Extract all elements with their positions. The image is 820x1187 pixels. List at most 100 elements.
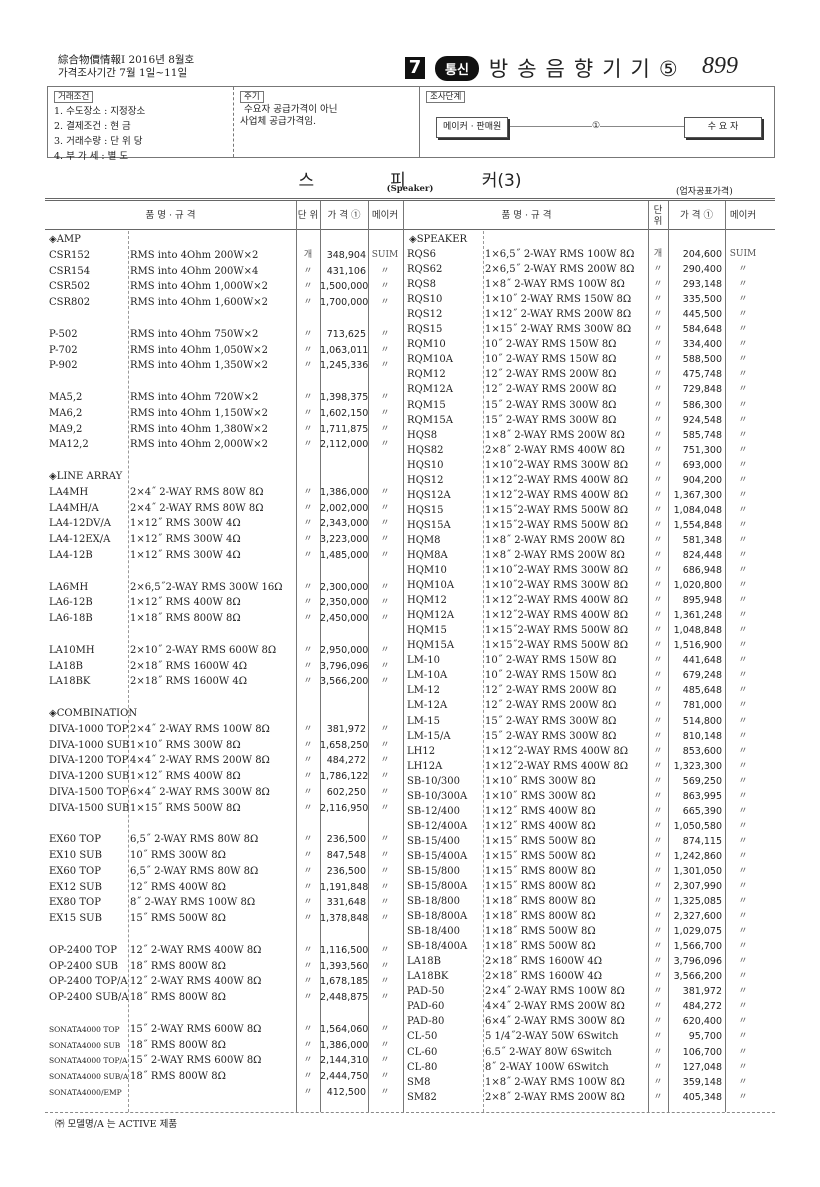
unit: 〃 — [653, 309, 663, 320]
price: 1,564,060 — [320, 1023, 369, 1035]
price: 2,350,000 — [320, 597, 369, 609]
unit: 〃 — [303, 613, 313, 624]
blank-row — [45, 453, 402, 469]
unit: 〃 — [303, 1055, 313, 1066]
price: 602,250 — [326, 786, 366, 798]
maker: 〃 — [380, 328, 390, 339]
section-heading: ◈LINE ARRAY — [45, 469, 402, 485]
table-row: PAD-50 2×4˝ 2-WAY RMS 100W 8Ω 〃 381,972 〃 — [405, 984, 775, 999]
maker: 〃 — [738, 610, 748, 621]
price: 331,648 — [326, 897, 366, 909]
unit: 〃 — [303, 360, 313, 371]
price: 874,115 — [682, 835, 722, 847]
product-name: LM-10 — [407, 655, 440, 667]
unit: 〃 — [303, 1071, 313, 1082]
unit: 〃 — [303, 881, 313, 892]
unit: 〃 — [303, 786, 313, 797]
maker: 〃 — [738, 655, 748, 666]
header-unit: 단 위 — [297, 210, 319, 221]
table-row: SM8 1×8˝ 2-WAY RMS 100W 8Ω 〃 359,148 〃 — [405, 1075, 775, 1090]
spec: 15˝ 2-WAY RMS 600W 8Ω — [130, 1023, 262, 1035]
maker: 〃 — [738, 926, 748, 937]
spec: 1×12˝2-WAY RMS 400W 8Ω — [485, 610, 629, 622]
maker: 〃 — [380, 502, 390, 513]
spec: 12˝ 2-WAY RMS 200W 8Ω — [485, 384, 617, 396]
unit: 〃 — [653, 1031, 663, 1042]
price: 2,950,000 — [320, 644, 369, 656]
table-row: LA6-12B 1×12˝ RMS 400W 8Ω 〃 2,350,000 〃 — [45, 595, 402, 611]
price: 2,112,000 — [320, 439, 369, 451]
price: 1,301,050 — [673, 865, 722, 877]
spec: 8˝ 2-WAY RMS 100W 8Ω — [130, 897, 256, 909]
spec: 2×6,5˝2-WAY RMS 300W 16Ω — [130, 581, 283, 593]
price: 412,500 — [326, 1087, 366, 1099]
blank-row — [45, 627, 402, 643]
table-row: CL-80 8˝ 2-WAY 100W 6Switch 〃 127,048 〃 — [405, 1060, 775, 1075]
table-row: SB-18/800A 1×18˝ RMS 800W 8Ω 〃 2,327,600 〃 — [405, 909, 775, 924]
unit: 〃 — [653, 670, 663, 681]
table-row: LA18B 2×18˝ RMS 1600W 4Ω 〃 3,796,096 〃 — [405, 954, 775, 969]
maker: 〃 — [380, 281, 390, 292]
table-row: LA6MH 2×6,5˝2-WAY RMS 300W 16Ω 〃 2,300,000 〃 — [45, 580, 402, 596]
unit: 〃 — [653, 580, 663, 591]
product-name: HQS10 — [407, 459, 444, 471]
table-row: SB-15/400A 1×15˝ RMS 500W 8Ω 〃 1,242,860 〃 — [405, 849, 775, 864]
publication-issue: 綜合物價情報Ⅰ 2016년 8월호 — [58, 54, 195, 66]
table-row: HQS8 1×8˝ 2-WAY RMS 200W 8Ω 〃 585,748 〃 — [405, 428, 775, 443]
table-row: SONATA4000 TOP/A 15˝ 2-WAY RMS 600W 8Ω 〃 2,… — [45, 1053, 402, 1069]
note-line: 사업체 공급가격임. — [240, 116, 316, 127]
maker: 〃 — [738, 504, 748, 515]
product-name: RQM15A — [407, 414, 453, 426]
price: 290,400 — [682, 264, 722, 276]
table-row: HQM15A 1×15˝2-WAY RMS 500W 8Ω 〃 1,516,900 〃 — [405, 638, 775, 653]
price: 924,548 — [682, 414, 722, 426]
unit: 〃 — [303, 344, 313, 355]
spec: 1×6,5˝ 2-WAY RMS 100W 8Ω — [485, 249, 635, 261]
product-name: DIVA-1200 TOP — [49, 755, 129, 767]
spec: 6×4˝ 2-WAY RMS 300W 8Ω — [130, 786, 270, 798]
product-name: HQS15A — [407, 519, 451, 531]
spec: 15˝ 2-WAY RMS 600W 8Ω — [130, 1055, 262, 1067]
table-row: SB-15/800A 1×15˝ RMS 800W 8Ω 〃 2,307,990 〃 — [405, 879, 775, 894]
table-row: HQS12 1×12˝2-WAY RMS 400W 8Ω 〃 904,200 〃 — [405, 473, 775, 488]
spec: 1×15˝ RMS 500W 8Ω — [130, 802, 241, 814]
table-row: RQM15 15˝ 2-WAY RMS 300W 8Ω 〃 586,300 〃 — [405, 398, 775, 413]
spec: 1×12˝ RMS 400W 8Ω — [130, 771, 241, 783]
unit: 〃 — [653, 640, 663, 651]
price: 475,748 — [682, 369, 722, 381]
spec: RMS into 4Ohm 1,600W×2 — [130, 297, 268, 309]
maker: 〃 — [380, 597, 390, 608]
price: 1,485,000 — [320, 549, 369, 561]
table-row: RQM10A 10˝ 2-WAY RMS 150W 8Ω 〃 588,500 〃 — [405, 352, 775, 367]
product-name: CSR502 — [49, 281, 91, 293]
product-name: LA4-12DV/A — [49, 518, 111, 530]
table-row: OP-2400 TOP 12˝ 2-WAY RMS 400W 8Ω 〃 1,116,5… — [45, 943, 402, 959]
unit: 〃 — [653, 595, 663, 606]
blank-row — [45, 816, 402, 832]
price: 334,400 — [682, 339, 722, 351]
spec: 10˝ 2-WAY RMS 150W 8Ω — [485, 339, 617, 351]
unit: 〃 — [303, 281, 313, 292]
price: 581,348 — [682, 534, 722, 546]
spec: 1×12˝2-WAY RMS 400W 8Ω — [485, 745, 629, 757]
maker: 〃 — [380, 897, 390, 908]
unit: 〃 — [303, 834, 313, 845]
product-name: LH12 — [407, 745, 436, 757]
price-type-note: (업자공표가격) — [676, 187, 733, 197]
product-name: P-902 — [49, 360, 78, 372]
unit: 〃 — [653, 685, 663, 696]
product-name: SONATA4000 SUB/A — [49, 1072, 129, 1082]
unit: 〃 — [303, 644, 313, 655]
price: 1,116,500 — [320, 944, 369, 956]
unit: 〃 — [653, 444, 663, 455]
product-name: P-702 — [49, 344, 78, 356]
table-row: CSR502 RMS into 4Ohm 1,000W×2 〃 1,500,000 〃 — [45, 279, 402, 295]
price: 204,600 — [682, 249, 722, 261]
spec: 1×12˝ 2-WAY RMS 200W 8Ω — [485, 309, 632, 321]
spec: 1×12˝ RMS 400W 8Ω — [485, 805, 596, 817]
product-name: PAD-60 — [407, 1001, 445, 1013]
unit: 〃 — [653, 730, 663, 741]
header-unit: 단 위 — [653, 204, 663, 227]
maker: 〃 — [738, 700, 748, 711]
table-row: LA6-18B 1×18˝ RMS 800W 8Ω 〃 2,450,000 〃 — [45, 611, 402, 627]
